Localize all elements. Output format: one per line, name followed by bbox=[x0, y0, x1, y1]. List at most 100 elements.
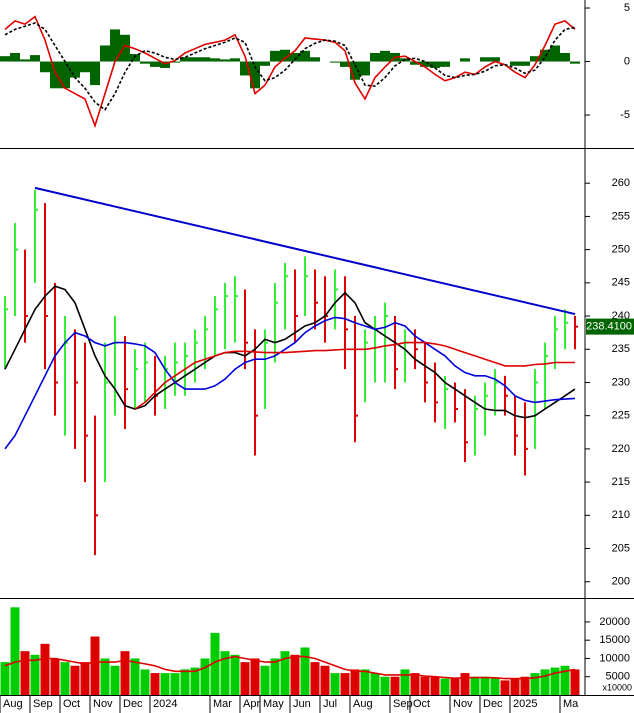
x-tick-label: Ma bbox=[563, 698, 579, 710]
x-tick-label: May bbox=[263, 698, 284, 710]
y-tick-label: 245 bbox=[612, 277, 630, 289]
volume-bar bbox=[150, 673, 160, 695]
ohlc-bar bbox=[574, 316, 578, 350]
volume-bar bbox=[500, 680, 510, 695]
volume-bar bbox=[10, 607, 20, 695]
histogram-bar bbox=[0, 56, 10, 62]
volume-bar bbox=[510, 678, 520, 695]
volume-bar bbox=[40, 643, 50, 695]
volume-bar bbox=[460, 673, 470, 695]
macd-line bbox=[4, 15, 576, 129]
x-tick-label: 2025 bbox=[513, 698, 537, 710]
volume-bar bbox=[20, 651, 30, 695]
x-tick-label: Dec bbox=[123, 698, 143, 710]
volume-bar bbox=[380, 676, 390, 695]
ohlc-bar bbox=[14, 223, 18, 317]
volume-bar bbox=[90, 636, 100, 695]
volume-bar bbox=[570, 669, 580, 695]
volume-bar bbox=[320, 665, 330, 695]
y-tick-label: 215 bbox=[612, 476, 630, 488]
moving-average bbox=[4, 316, 576, 450]
volume-bar bbox=[190, 667, 200, 695]
last-price-box bbox=[586, 318, 634, 335]
y-tick-label: 205 bbox=[612, 542, 630, 554]
ohlc-bar bbox=[284, 262, 288, 330]
volume-bar bbox=[540, 669, 550, 695]
volume-bar bbox=[410, 673, 420, 695]
ohlc-bar bbox=[424, 342, 428, 403]
histogram-bar bbox=[520, 61, 530, 66]
y-tick-label: 200 bbox=[612, 576, 630, 588]
volume-bar bbox=[180, 669, 190, 695]
y-tick-label: -5 bbox=[620, 109, 630, 121]
volume-average bbox=[4, 655, 576, 680]
histogram-bar bbox=[60, 61, 70, 89]
histogram-bar bbox=[350, 61, 360, 80]
histogram-bar bbox=[50, 61, 60, 89]
last-price-label: 238.4100 bbox=[586, 321, 632, 333]
ohlc-bar bbox=[304, 256, 308, 317]
histogram-bar bbox=[310, 57, 320, 62]
histogram-bar bbox=[370, 52, 380, 62]
volume-bar bbox=[430, 676, 440, 695]
volume-bar bbox=[50, 658, 60, 695]
y-tick-label: 260 bbox=[612, 177, 630, 189]
volume-bar bbox=[560, 665, 570, 695]
moving-average bbox=[4, 285, 576, 419]
volume-bar bbox=[520, 676, 530, 695]
histogram-bar bbox=[170, 61, 180, 63]
volume-bar bbox=[470, 676, 480, 695]
volume-bar bbox=[200, 658, 210, 695]
y-tick-label: 250 bbox=[612, 244, 630, 256]
y-tick-label: 255 bbox=[612, 210, 630, 222]
x-tick-label: Dec bbox=[483, 698, 503, 710]
histogram-bar bbox=[240, 61, 250, 76]
volume-bar bbox=[250, 658, 260, 695]
volume-bar bbox=[350, 669, 360, 695]
histogram-bar bbox=[160, 61, 170, 68]
histogram-bar bbox=[340, 61, 350, 67]
volume-bar bbox=[440, 678, 450, 695]
histogram-bar bbox=[180, 57, 190, 62]
y-tick-label: 210 bbox=[612, 509, 630, 521]
y-tick-label: 5 bbox=[624, 2, 630, 14]
histogram-bar bbox=[110, 29, 120, 62]
volume-bar bbox=[330, 673, 340, 695]
ohlc-bar bbox=[514, 395, 518, 456]
volume-bar bbox=[550, 667, 560, 695]
volume-bar bbox=[120, 651, 130, 695]
histogram-bar bbox=[280, 49, 290, 62]
volume-bar bbox=[210, 632, 220, 695]
y-tick-label: 230 bbox=[612, 376, 630, 388]
ohlc-bar bbox=[394, 316, 398, 390]
y-tick-label: 20000 bbox=[599, 616, 630, 628]
ohlc-bar bbox=[204, 316, 208, 370]
volume-bar bbox=[400, 669, 410, 695]
ohlc-bar bbox=[254, 329, 258, 456]
ohlc-bar bbox=[234, 276, 238, 343]
volume-bar bbox=[170, 673, 180, 695]
y-tick-label: 0 bbox=[624, 55, 630, 67]
ohlc-bar bbox=[444, 375, 448, 429]
ohlc-bar bbox=[354, 316, 358, 443]
histogram-bar bbox=[540, 49, 550, 62]
histogram-bar bbox=[150, 61, 160, 67]
volume-bar bbox=[270, 658, 280, 695]
histogram-bar bbox=[430, 61, 440, 68]
ohlc-bar bbox=[4, 296, 8, 370]
ohlc-bar bbox=[84, 342, 88, 483]
volume-bar bbox=[490, 678, 500, 695]
histogram-bar bbox=[290, 52, 300, 62]
histogram-bar bbox=[190, 57, 200, 62]
histogram-bar bbox=[30, 55, 40, 62]
volume-bar bbox=[300, 647, 310, 695]
histogram-bar bbox=[40, 61, 50, 73]
volume-bar bbox=[280, 651, 290, 695]
y-tick-label: 5000 bbox=[606, 671, 630, 683]
x-tick-label: 2024 bbox=[153, 698, 177, 710]
volume-bar bbox=[310, 662, 320, 695]
ohlc-bar bbox=[524, 402, 528, 476]
volume-bar bbox=[100, 658, 110, 695]
histogram-bar bbox=[510, 61, 520, 66]
